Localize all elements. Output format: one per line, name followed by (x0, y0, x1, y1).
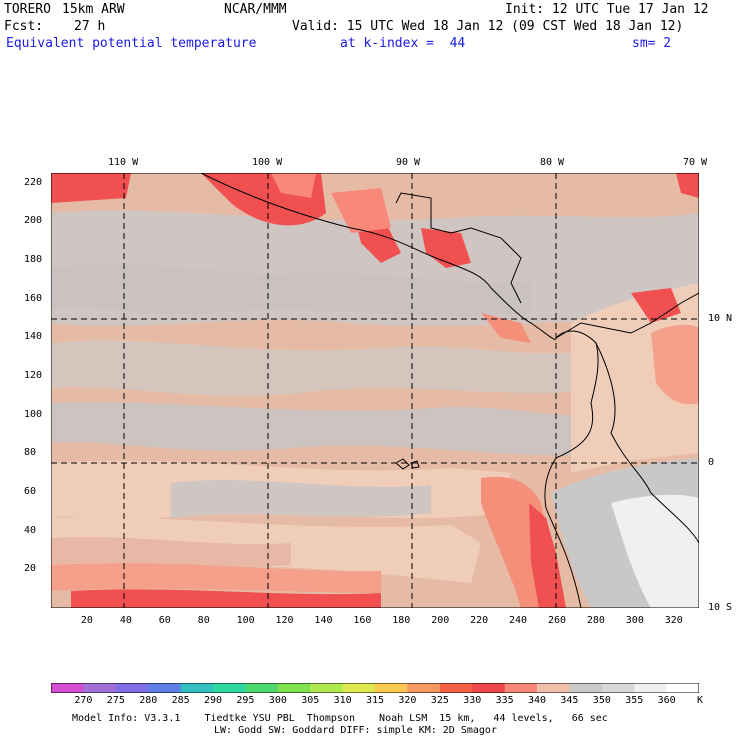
colorbar-label: 355 (625, 695, 644, 706)
colorbar-swatch (407, 683, 441, 693)
colorbar-label: 285 (171, 695, 190, 706)
colorbar-unit: K (697, 695, 704, 706)
colorbar-swatch (504, 683, 538, 693)
colorbar-label: 275 (106, 695, 125, 706)
y-tick-label: 160 (24, 292, 43, 304)
colorbar-swatch (115, 683, 149, 693)
longitude-label: 100 W (252, 157, 283, 168)
x-tick-label: 120 (275, 615, 294, 626)
colorbar-swatch (83, 683, 117, 693)
x-tick-label: 240 (509, 615, 528, 626)
colorbar-label: 305 (301, 695, 320, 706)
colorbar-swatch (180, 683, 214, 693)
x-tick-label: 60 (158, 615, 171, 626)
valid-time: Valid: 15 UTC Wed 18 Jan 12 (09 CST Wed … (292, 19, 684, 34)
colorbar-label: 350 (592, 695, 611, 706)
colorbar-label: 360 (657, 695, 676, 706)
x-tick-label: 200 (431, 615, 450, 626)
colorbar-swatch (310, 683, 344, 693)
level-info: at k-index = 44 (340, 36, 466, 51)
latitude-label: 0 (708, 457, 715, 468)
y-tick-label: 220 (24, 176, 43, 188)
longitude-label: 70 W (683, 157, 708, 168)
colorbar-label: 340 (528, 695, 547, 706)
colorbar-label: 320 (398, 695, 417, 706)
colorbar-swatch (601, 683, 635, 693)
latitude-label: 10 N (708, 313, 733, 324)
colorbar-swatch (439, 683, 473, 693)
colorbar-swatch (634, 683, 668, 693)
y-tick-label: 200 (24, 215, 43, 227)
colorbar-swatch (569, 683, 603, 693)
x-tick-label: 140 (314, 615, 333, 626)
colorbar-label: 300 (268, 695, 287, 706)
colorbar-swatch (537, 683, 570, 693)
colorbar-label: 270 (74, 695, 93, 706)
colorbar-swatch (472, 683, 506, 693)
y-tick-label: 140 (24, 331, 43, 343)
model-name: TORERO (4, 2, 51, 17)
colorbar-label: 280 (139, 695, 158, 706)
longitude-label: 90 W (396, 157, 421, 168)
x-tick-label: 300 (625, 615, 644, 626)
theta-e-field (51, 173, 699, 608)
coastlines (200, 173, 699, 608)
forecast-label: Fcst: (4, 19, 44, 34)
colorbar-swatch (666, 683, 699, 693)
colorbar-label: 315 (366, 695, 385, 706)
colorbar-swatch (213, 683, 246, 693)
x-tick-label: 320 (664, 615, 683, 626)
y-tick-label: 120 (24, 370, 43, 381)
x-tick-label: 160 (353, 615, 372, 626)
colorbar-label: 345 (560, 695, 579, 706)
x-tick-label: 20 (80, 615, 93, 626)
colorbar-swatch (375, 683, 408, 693)
x-tick-label: 280 (586, 615, 605, 626)
footer-physics: LW: Godd SW: Goddard DIFF: simple KM: 2D… (214, 725, 497, 736)
longitude-label: 110 W (108, 157, 139, 168)
field-name: Equivalent potential temperature (6, 36, 257, 51)
lat-lon-grid (51, 173, 699, 608)
colorbar-swatch (51, 683, 84, 693)
x-tick-label: 180 (392, 615, 411, 626)
organization: NCAR/MMM (224, 2, 287, 17)
longitude-label: 80 W (540, 157, 565, 168)
y-tick-label: 40 (24, 524, 37, 536)
colorbar-label: 330 (463, 695, 482, 706)
colorbar-swatch (148, 683, 182, 693)
init-time: Init: 12 UTC Tue 17 Jan 12 (505, 2, 709, 17)
footer-model-info: Model Info: V3.3.1 Tiedtke YSU PBL Thomp… (72, 713, 608, 724)
colorbar-label: 325 (430, 695, 449, 706)
colorbar (51, 683, 699, 693)
theta-e-map (51, 173, 699, 608)
x-tick-label: 80 (197, 615, 210, 626)
forecast-hour: 27 h (74, 19, 106, 34)
y-tick-label: 60 (24, 486, 37, 497)
colorbar-swatch (245, 683, 279, 693)
colorbar-label: 310 (333, 695, 352, 706)
colorbar-swatch (342, 683, 376, 693)
y-tick-label: 180 (24, 254, 43, 265)
x-tick-label: 220 (470, 615, 489, 626)
latitude-label: 10 S (708, 602, 733, 613)
y-tick-label: 100 (24, 408, 43, 420)
model-resolution: 15km ARW (62, 2, 125, 17)
y-tick-label: 80 (24, 447, 37, 459)
y-tick-label: 20 (24, 563, 37, 575)
colorbar-swatch (277, 683, 311, 693)
smoothing-info: sm= 2 (632, 36, 672, 51)
x-tick-label: 100 (236, 615, 255, 626)
colorbar-label: 290 (204, 695, 223, 706)
colorbar-label: 335 (495, 695, 514, 706)
x-tick-label: 40 (119, 615, 132, 626)
x-tick-label: 260 (547, 615, 566, 626)
colorbar-label: 295 (236, 695, 255, 706)
